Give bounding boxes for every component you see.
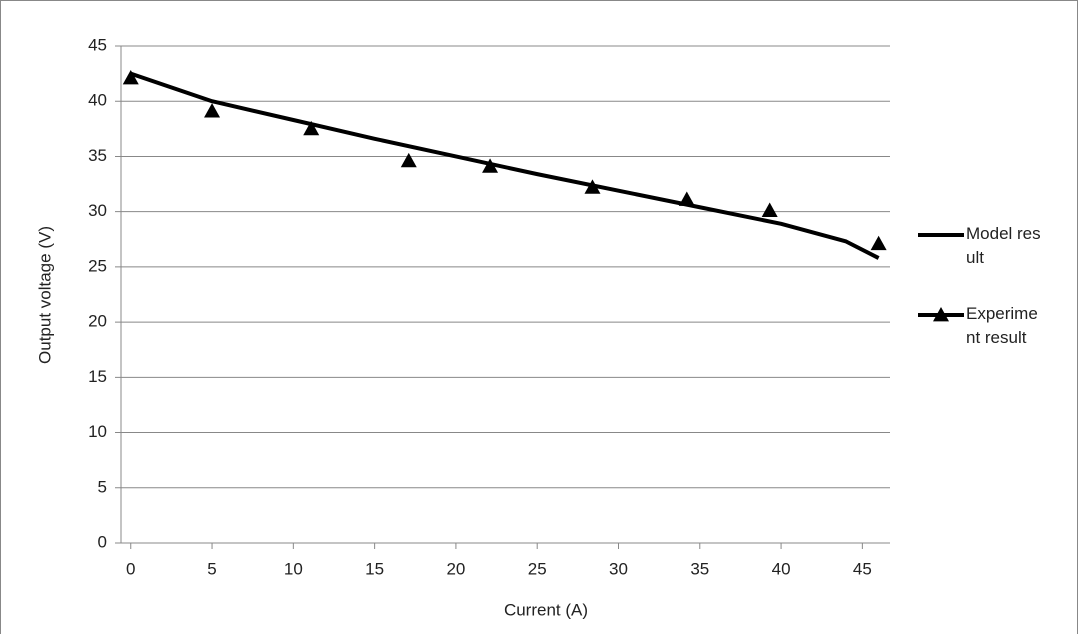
x-tick-label: 15 — [365, 559, 384, 578]
x-tick-label: 40 — [772, 559, 791, 578]
x-tick-label: 5 — [207, 559, 216, 578]
y-tick-label: 25 — [88, 256, 107, 275]
x-tick-label: 30 — [609, 559, 628, 578]
x-tick-label: 20 — [446, 559, 465, 578]
y-tick-label: 0 — [98, 532, 107, 551]
y-tick-label: 40 — [88, 91, 107, 110]
y-tick-label: 35 — [88, 146, 107, 165]
legend-label: Model result — [966, 222, 1044, 270]
x-tick-label: 10 — [284, 559, 303, 578]
x-tick-label: 0 — [126, 559, 135, 578]
chart-border — [1, 1, 1078, 634]
x-tick-label: 25 — [528, 559, 547, 578]
y-tick-label: 20 — [88, 312, 107, 331]
y-tick-label: 45 — [88, 35, 107, 54]
x-axis-title: Current (A) — [504, 600, 588, 619]
y-tick-label: 30 — [88, 201, 107, 220]
y-tick-label: 15 — [88, 367, 107, 386]
chart-page: Current (A) Output voltage (V) 0 5 10 15 20 2… — [0, 0, 1078, 634]
chart: Current (A) Output voltage (V) 0 5 10 15 20 2… — [0, 0, 1078, 634]
y-tick-label: 10 — [88, 422, 107, 441]
y-tick-label: 5 — [98, 477, 107, 496]
y-axis-title: Output voltage (V) — [35, 226, 54, 364]
x-tick-label: 45 — [853, 559, 872, 578]
x-tick-label: 35 — [690, 559, 709, 578]
legend-label: Experiment result — [966, 302, 1044, 350]
